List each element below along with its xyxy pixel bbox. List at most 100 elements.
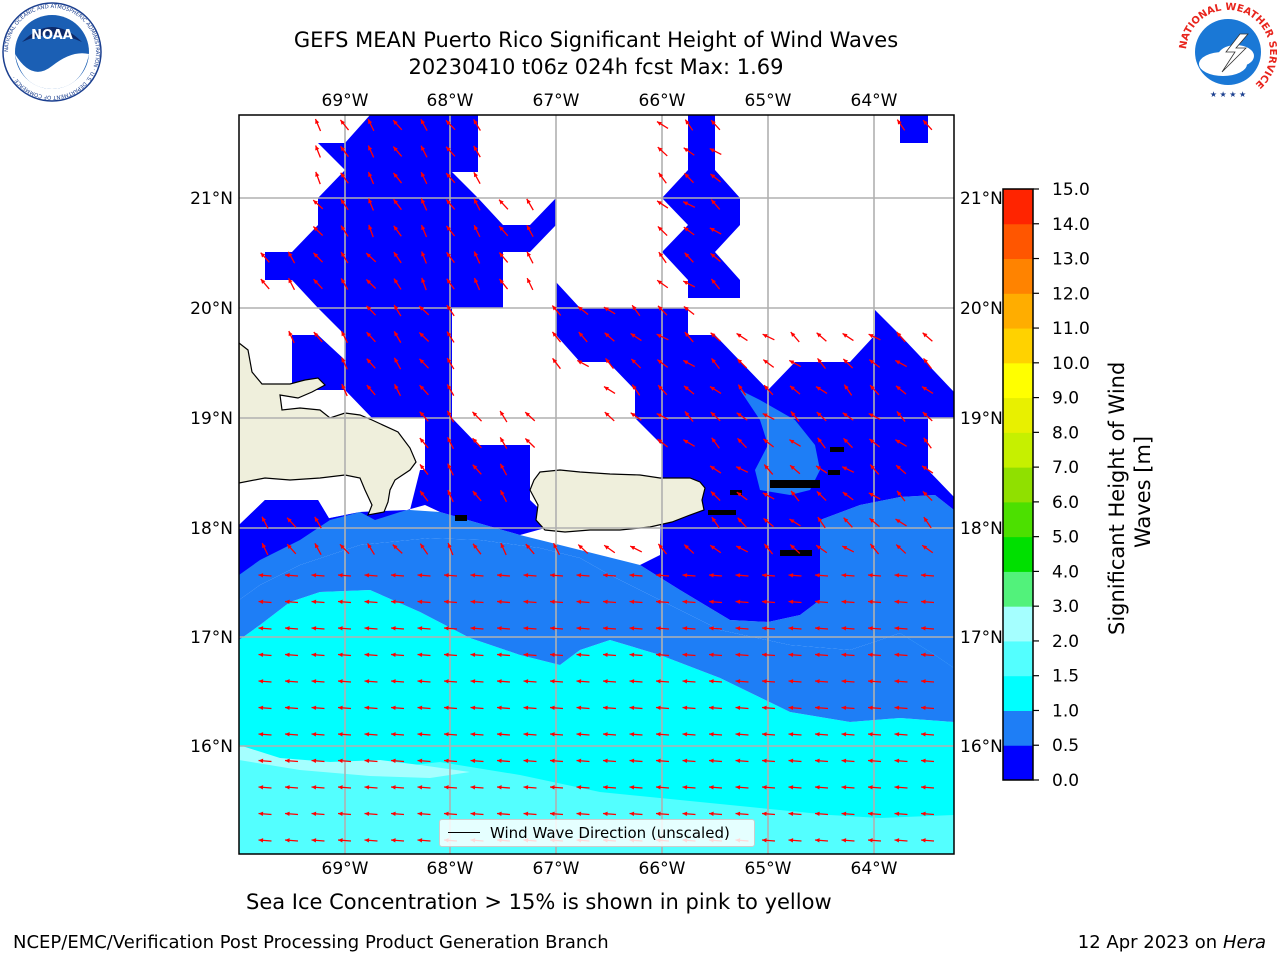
wind-wave-arrow [604,332,615,342]
wave-contour-0.5-1.0 [239,538,954,722]
wind-wave-arrow [867,758,882,764]
wind-wave-arrow [629,705,643,711]
wind-wave-arrow [549,652,564,658]
wind-wave-arrow [761,652,776,658]
wind-wave-arrow [578,331,588,343]
wind-wave-arrow [470,785,484,790]
wind-wave-arrow [576,679,590,684]
wind-wave-arrow [473,145,481,158]
wind-wave-arrow [921,465,934,474]
wind-wave-arrow [682,732,696,737]
wind-wave-arrow [312,199,324,210]
wind-wave-arrow [421,277,427,291]
wind-wave-arrow [313,331,323,343]
wind-wave-arrow [443,573,458,578]
wind-wave-arrow [523,732,537,737]
wind-wave-arrow [337,732,352,737]
wind-wave-arrow [524,438,536,448]
wind-wave-arrow [630,332,642,342]
wind-wave-arrow [735,758,749,764]
wind-wave-arrow [445,146,456,157]
wind-wave-arrow [789,518,801,527]
wind-wave-arrow [814,599,829,605]
wind-wave-arrow [393,357,402,370]
wind-wave-arrow [711,516,720,529]
wind-wave-arrow [367,171,375,185]
wind-wave-arrow [523,758,537,764]
wind-wave-arrow [523,599,537,605]
wind-wave-arrow [629,573,643,578]
wind-wave-arrow [260,252,270,263]
wind-wave-arrow [258,811,272,817]
wind-wave-arrow [443,785,458,790]
wind-wave-arrow [814,785,829,790]
colorbar-swatch [1003,467,1033,503]
wind-wave-arrow [735,652,749,658]
wind-wave-arrow [788,626,802,631]
wind-wave-arrow [894,838,908,843]
wind-wave-arrow [708,732,723,737]
wind-wave-arrow [341,357,348,370]
lon-label-bottom: 67°W [533,859,580,879]
wind-wave-arrow [419,464,429,475]
wind-wave-arrow [446,384,455,396]
wind-wave-arrow [814,705,829,711]
wind-wave-arrow [470,573,484,578]
wind-wave-arrow [417,705,431,711]
wind-wave-arrow [337,652,352,658]
colorbar-tick-label: 11.0 [1052,319,1090,339]
chart-subtitle: 20230410 t06z 024h fcst Max: 1.69 [408,55,784,79]
wind-wave-arrow [576,732,590,737]
wind-wave-arrow [576,652,590,658]
wind-wave-arrow [684,119,694,131]
wind-wave-arrow [447,463,454,476]
wind-wave-arrow [630,412,642,421]
lon-label-bottom: 68°W [427,859,474,879]
wind-wave-arrow [788,758,802,764]
wind-wave-arrow [496,758,511,764]
wind-wave-arrow [419,411,429,422]
wind-wave-arrow [789,464,801,475]
wind-wave-arrow [420,198,428,211]
wind-wave-arrow [735,626,749,631]
wind-wave-arrow [417,652,431,658]
wind-wave-arrow [340,278,349,290]
wind-wave-arrow [367,145,375,158]
wind-wave-arrow [868,333,881,341]
colorbar: 0.0 0.5 1.0 1.5 2.0 3.0 4.0 5.0 6.0 7.0 8.0 9.0 10.0… [1002,180,1090,791]
wind-wave-arrow [711,437,720,449]
wind-wave-arrow [815,544,828,554]
wind-wave-arrow [284,652,299,658]
colorbar-swatch [1003,293,1033,329]
wind-wave-arrow [472,490,482,502]
wind-wave-arrow [549,679,564,684]
wind-wave-arrow [682,758,696,764]
wind-wave-arrow [470,705,484,711]
wind-wave-arrow [523,679,537,684]
wind-wave-arrow [841,599,855,605]
wind-wave-arrow [656,121,669,129]
wind-wave-arrow [656,200,669,209]
wind-wave-arrow [920,652,935,658]
wind-wave-arrow [499,489,508,503]
wind-wave-arrow [524,411,536,422]
land-hispaniola [239,342,417,516]
wind-wave-arrow [549,732,564,737]
wind-wave-arrow [629,679,643,684]
wind-wave-arrow [869,384,880,396]
wind-wave-arrow [708,573,723,578]
wind-wave-arrow [869,464,880,475]
wind-wave-arrow [709,465,722,474]
wind-wave-arrow [365,279,377,289]
wind-wave-arrow [470,732,484,737]
wind-wave-arrow [762,333,775,341]
wind-wave-arrow [788,573,802,578]
wind-wave-arrow [313,278,323,290]
wind-wave-arrow [446,331,455,343]
wind-wave-arrow [684,172,694,184]
wind-wave-arrow [658,251,667,264]
footer-host: Hera [1222,932,1266,953]
colorbar-swatch [1003,223,1033,260]
colorbar-tick-label: 8.0 [1052,423,1079,443]
wind-wave-arrow [526,224,534,238]
